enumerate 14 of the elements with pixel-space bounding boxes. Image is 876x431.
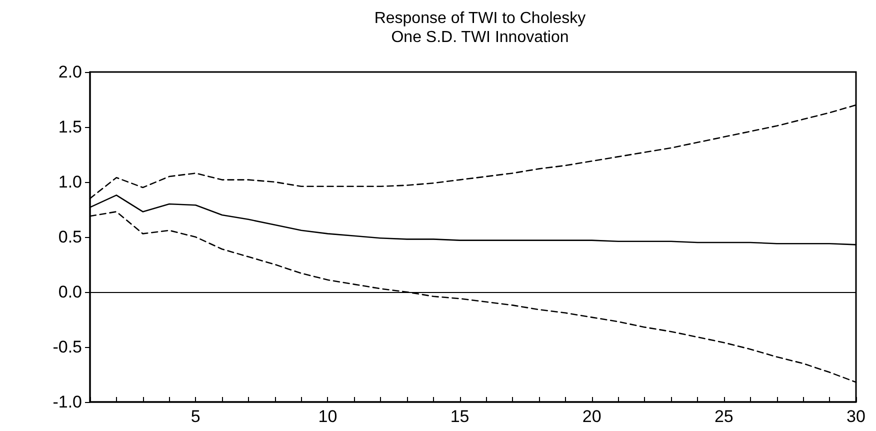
- x-tick-label: 10: [318, 407, 338, 426]
- x-tick-label: 25: [714, 407, 734, 426]
- y-tick-label: 2.0: [58, 62, 82, 82]
- y-tick-label: -0.5: [52, 338, 82, 356]
- x-tick-label: 30: [846, 407, 866, 426]
- y-tick-label: 0.0: [58, 282, 82, 302]
- x-tick-label: 15: [450, 407, 470, 426]
- y-tick-label: 0.5: [58, 228, 82, 246]
- y-tick-label: 1.0: [58, 172, 82, 192]
- x-tick-label: 20: [582, 407, 602, 426]
- chart-title: Response of TWI to Cholesky One S.D. TWI Innovation: [374, 10, 586, 46]
- y-tick-label: 1.5: [58, 118, 82, 136]
- x-tick-label: 5: [190, 407, 200, 426]
- y-tick-label: -1.0: [52, 392, 82, 412]
